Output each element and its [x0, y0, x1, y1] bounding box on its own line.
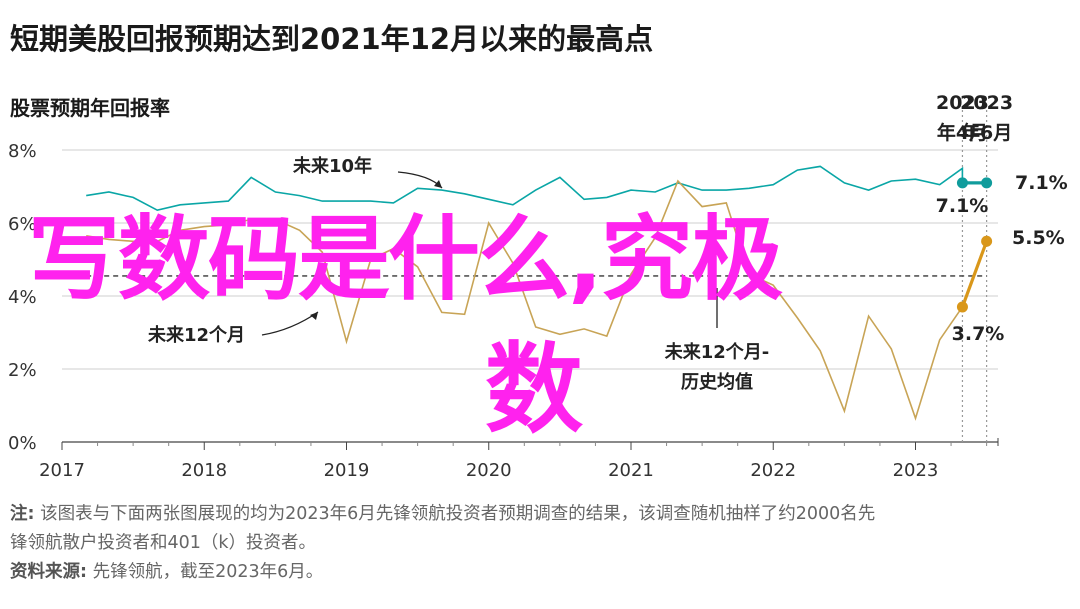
- x-tick-label: 2023: [893, 460, 939, 481]
- note-text-1: 该图表与下面两张图展现的均为2023年6月先锋领航投资者预期调查的结果，该调查随…: [40, 504, 876, 524]
- data-point-marker: [956, 177, 968, 189]
- data-point-marker: [981, 177, 993, 189]
- value-label-jun-10-year: 7.1%: [1015, 172, 1068, 194]
- annotation-10-year: 未来10年: [293, 155, 372, 177]
- series-recent-segment: [960, 240, 989, 308]
- source-label: 资料来源:: [10, 562, 87, 582]
- note-line-2: 锋领航散户投资者和401（k）投资者。: [10, 533, 317, 553]
- arrowhead: [434, 180, 442, 188]
- value-label-apr-10-year: 7.1%: [936, 195, 989, 217]
- y-tick-label: 4%: [8, 287, 37, 308]
- chart-title: 短期美股回报预期达到2021年12月以来的最高点: [10, 22, 654, 56]
- y-tick-label: 6%: [8, 214, 37, 235]
- y-tick-label: 0%: [8, 433, 37, 454]
- value-label-jun-12-month: 5.5%: [1012, 227, 1065, 249]
- series-line-10-year: [86, 165, 964, 212]
- source-text: 先锋领航，截至2023年6月。: [92, 562, 324, 582]
- marker-year-label: 2023: [960, 92, 1013, 114]
- value-label-apr-12-month: 3.7%: [952, 323, 1005, 345]
- y-tick-label: 2%: [8, 360, 37, 381]
- x-tick-label: 2022: [750, 460, 796, 481]
- y-tick-label: 8%: [8, 141, 37, 162]
- data-point-marker: [956, 301, 968, 313]
- annotation-arrow-12-month: [261, 311, 319, 336]
- annotation-12-month: 未来12个月: [148, 324, 245, 346]
- marker-month-label: 年4月: [937, 121, 988, 144]
- series-line-12-month: [86, 179, 964, 421]
- arrowhead: [310, 312, 318, 320]
- note-line-1: 注: 该图表与下面两张图展现的均为2023年6月先锋领航投资者预期调查的结果，该…: [10, 500, 1070, 529]
- marker-month-label: 年6月: [961, 121, 1012, 144]
- annotation-historical-line2: 历史均值: [681, 371, 753, 393]
- source-line: 资料来源: 先锋领航，截至2023年6月。: [10, 558, 1070, 587]
- x-tick-label: 2017: [39, 460, 85, 481]
- annotation-historical-line1: 未来12个月-: [665, 341, 770, 363]
- data-point-marker: [981, 235, 993, 247]
- x-tick-label: 2018: [181, 460, 227, 481]
- x-tick-label: 2019: [324, 460, 370, 481]
- line-chart: 0%2%4%6%8%2017 2018 2019 2020 2021 2022 202320…: [8, 92, 1068, 481]
- x-tick-label: 2021: [608, 460, 654, 481]
- y-axis-label: 股票预期年回报率: [10, 96, 170, 120]
- footnote: 注: 该图表与下面两张图展现的均为2023年6月先锋领航投资者预期调查的结果，该…: [10, 500, 1070, 587]
- x-tick-label: 2020: [466, 460, 512, 481]
- note-label: 注:: [10, 504, 35, 524]
- marker-year-label: 2023: [936, 92, 989, 114]
